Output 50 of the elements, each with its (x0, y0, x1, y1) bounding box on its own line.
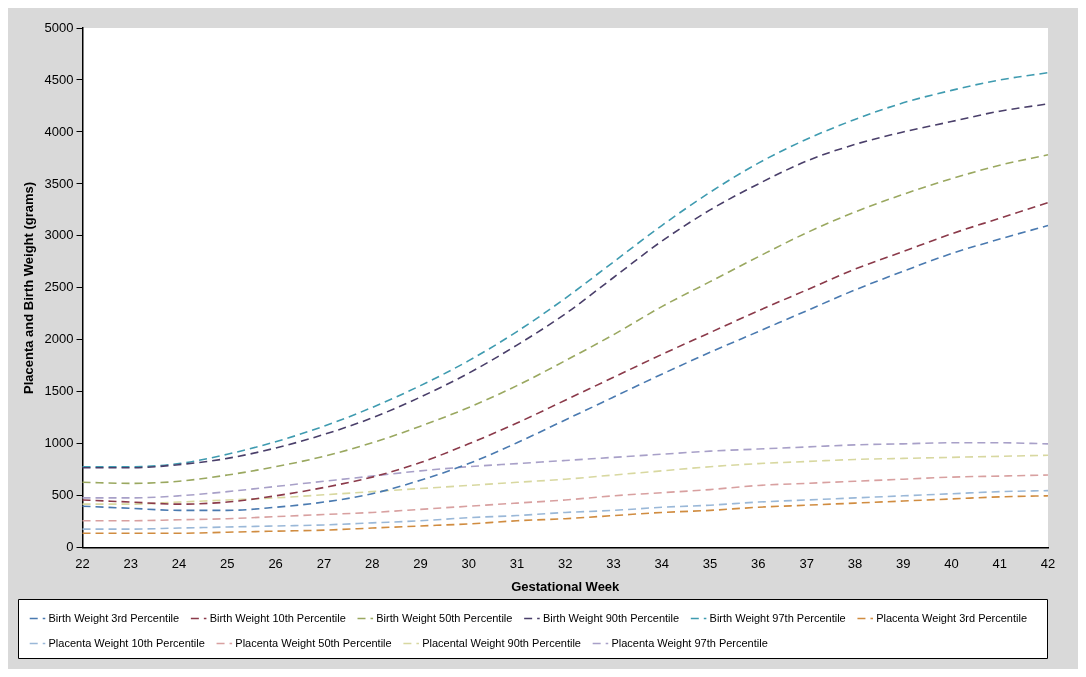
y-tick-label: 2000 (44, 331, 74, 347)
legend-label: Birth Weight 3rd Percentile (48, 611, 180, 624)
legend-label: Placenta Weight 10th Percentile (48, 636, 205, 649)
x-tick-label: 36 (751, 556, 766, 572)
y-tick-label: 1000 (44, 435, 74, 451)
x-axis-title: Gestational Week (511, 578, 621, 594)
x-tick-label: 30 (461, 556, 476, 572)
x-tick-label: 35 (702, 556, 718, 572)
line-series (81, 442, 1049, 499)
line-series (81, 489, 1049, 530)
x-tick-label: 27 (316, 556, 332, 572)
x-tick-label: 22 (75, 556, 90, 572)
line-series (81, 495, 1049, 535)
x-tick-label: 24 (171, 556, 187, 572)
legend-label: Birth Weight 10th Percentile (209, 611, 346, 624)
y-tick-label: 4500 (44, 71, 74, 87)
x-tick-label: 39 (895, 556, 911, 572)
x-tick-label: 32 (558, 556, 573, 572)
legend-label: Birth Weight 97th Percentile (709, 611, 846, 624)
y-tick-label: 500 (51, 487, 74, 503)
y-tick-label: 2500 (44, 279, 74, 295)
line-series (81, 474, 1049, 522)
y-tick-label: 5000 (44, 19, 74, 35)
x-tick-label: 41 (992, 556, 1007, 572)
x-tick-label: 25 (220, 556, 235, 572)
y-axis-title: Placenta and Birth Weight (grams) (21, 181, 37, 394)
legend-label: Birth Weight 90th Percentile (542, 611, 680, 624)
x-tick-label: 40 (944, 556, 959, 572)
x-tick-label: 37 (799, 556, 814, 572)
y-tick-label: 3500 (44, 175, 74, 191)
y-tick-label: 4000 (44, 123, 74, 139)
x-tick-label: 33 (606, 556, 621, 572)
legend-label: Placenta Weight 3rd Percentile (876, 611, 1028, 624)
x-tick-label: 29 (413, 556, 428, 572)
x-tick-label: 23 (123, 556, 139, 572)
line-series (81, 154, 1049, 485)
x-tick-label: 28 (364, 556, 380, 572)
y-tick-label: 1500 (44, 383, 74, 399)
x-tick-label: 38 (847, 556, 863, 572)
x-tick-label: 34 (654, 556, 670, 572)
legend-label: Birth Weight 50th Percentile (376, 611, 513, 624)
legend-label: Placental Weight 90th Percentile (422, 636, 581, 649)
x-tick-label: 42 (1040, 556, 1056, 572)
legend-label: Placenta Weight 97th Percentile (611, 636, 768, 649)
line-series (81, 454, 1049, 505)
legend-label: Placenta Weight 50th Percentile (235, 636, 392, 649)
x-tick-label: 26 (268, 556, 283, 572)
y-tick-label: 3000 (44, 227, 74, 243)
y-tick-label: 0 (66, 539, 74, 555)
x-tick-label: 31 (509, 556, 525, 572)
